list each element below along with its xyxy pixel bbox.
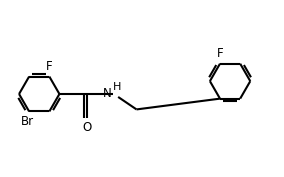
Text: F: F: [46, 60, 53, 73]
Text: F: F: [217, 47, 223, 60]
Text: H: H: [113, 82, 122, 92]
Text: O: O: [82, 121, 91, 134]
Text: N: N: [103, 87, 112, 100]
Text: Br: Br: [21, 115, 34, 128]
